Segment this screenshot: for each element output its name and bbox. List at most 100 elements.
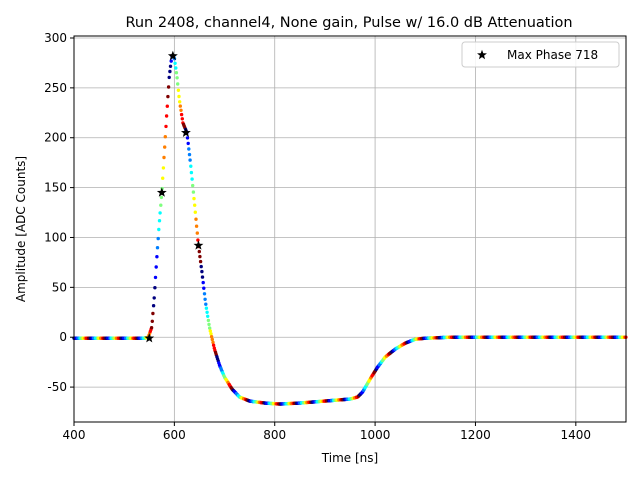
data-point [155, 255, 159, 259]
data-point [165, 104, 169, 108]
y-tick-label: -50 [47, 380, 67, 394]
x-tick-label: 1400 [561, 428, 592, 442]
data-point [153, 275, 158, 280]
data-point [211, 343, 216, 347]
data-point [188, 158, 192, 162]
data-point [207, 322, 211, 327]
data-point [195, 231, 199, 235]
data-point [204, 302, 208, 306]
data-point [149, 326, 154, 330]
y-axis-label: Amplitude [ADC Counts] [14, 156, 28, 302]
data-point [176, 82, 180, 86]
data-point [206, 314, 210, 318]
x-tick-label: 1000 [360, 428, 391, 442]
data-point [208, 329, 212, 333]
data-point [185, 136, 190, 140]
data-point [205, 310, 209, 314]
data-point [156, 236, 160, 241]
data-point [159, 195, 164, 200]
data-point [198, 259, 203, 264]
x-axis-ticks: 400 600 800 1000 1200 1400 [63, 422, 592, 442]
x-tick-label: 1200 [460, 428, 491, 442]
data-point [168, 64, 173, 69]
data-point [187, 147, 191, 151]
data-point [154, 265, 158, 269]
y-axis-ticks: -50 0 50 100 150 200 250 300 [44, 31, 74, 394]
data-point [189, 164, 193, 168]
data-point [157, 219, 162, 223]
data-point [209, 335, 214, 339]
data-point [206, 318, 211, 323]
data-point [197, 249, 201, 254]
x-tick-label: 400 [63, 428, 86, 442]
data-point [176, 88, 181, 93]
data-point [178, 104, 182, 108]
data-point [203, 297, 207, 301]
data-point [189, 170, 194, 175]
y-tick-label: 250 [44, 81, 67, 95]
data-point [200, 269, 204, 274]
data-point [152, 296, 156, 300]
data-point [159, 203, 163, 207]
chart-title: Run 2408, channel4, None gain, Pulse w/ … [125, 15, 572, 31]
data-point [187, 152, 192, 157]
data-point [162, 155, 166, 160]
data-point [194, 217, 198, 221]
data-point [192, 196, 196, 201]
data-point [198, 254, 202, 259]
data-points [72, 54, 628, 406]
x-axis-label: Time [ns] [321, 451, 378, 465]
data-point [186, 141, 190, 146]
legend-label: Max Phase 718 [507, 48, 598, 62]
data-point [166, 85, 171, 89]
data-point [166, 94, 170, 99]
max-phase-markers [144, 50, 204, 343]
y-tick-label: 150 [44, 181, 67, 195]
data-point [193, 203, 197, 207]
y-tick-label: 200 [44, 131, 67, 145]
data-point [204, 306, 209, 310]
data-point [193, 210, 197, 214]
data-point [174, 66, 178, 70]
data-point [161, 166, 166, 170]
y-tick-label: 100 [44, 230, 67, 244]
data-point [151, 311, 155, 316]
data-point [153, 286, 157, 290]
data-point [158, 211, 162, 215]
data-point [178, 100, 182, 104]
data-point [201, 280, 205, 285]
y-tick-label: 0 [59, 330, 67, 344]
data-point [175, 76, 179, 80]
y-tick-label: 50 [52, 280, 67, 294]
max-phase-star [167, 50, 178, 61]
data-point [190, 177, 194, 181]
data-point [161, 176, 165, 180]
max-phase-star [144, 333, 155, 343]
data-point [174, 71, 179, 75]
data-point [151, 304, 156, 308]
data-point [168, 69, 172, 74]
data-point [155, 246, 160, 250]
legend-star-icon [477, 49, 487, 60]
data-point [163, 135, 167, 139]
data-point [191, 190, 196, 194]
data-point [164, 114, 169, 118]
data-point [179, 112, 184, 117]
max-phase-star [180, 127, 191, 137]
data-point [173, 61, 177, 65]
data-point [211, 340, 215, 345]
legend-box [461, 41, 620, 68]
data-point [210, 337, 214, 342]
data-point [157, 227, 161, 232]
max-phase-star [156, 187, 167, 197]
data-point [169, 59, 173, 63]
data-point [194, 224, 199, 228]
data-point [180, 117, 184, 121]
data-point [167, 75, 171, 80]
data-point [202, 286, 206, 290]
data-point [163, 145, 167, 149]
grid [73, 36, 626, 422]
data-point [196, 238, 200, 242]
data-point [177, 94, 181, 99]
